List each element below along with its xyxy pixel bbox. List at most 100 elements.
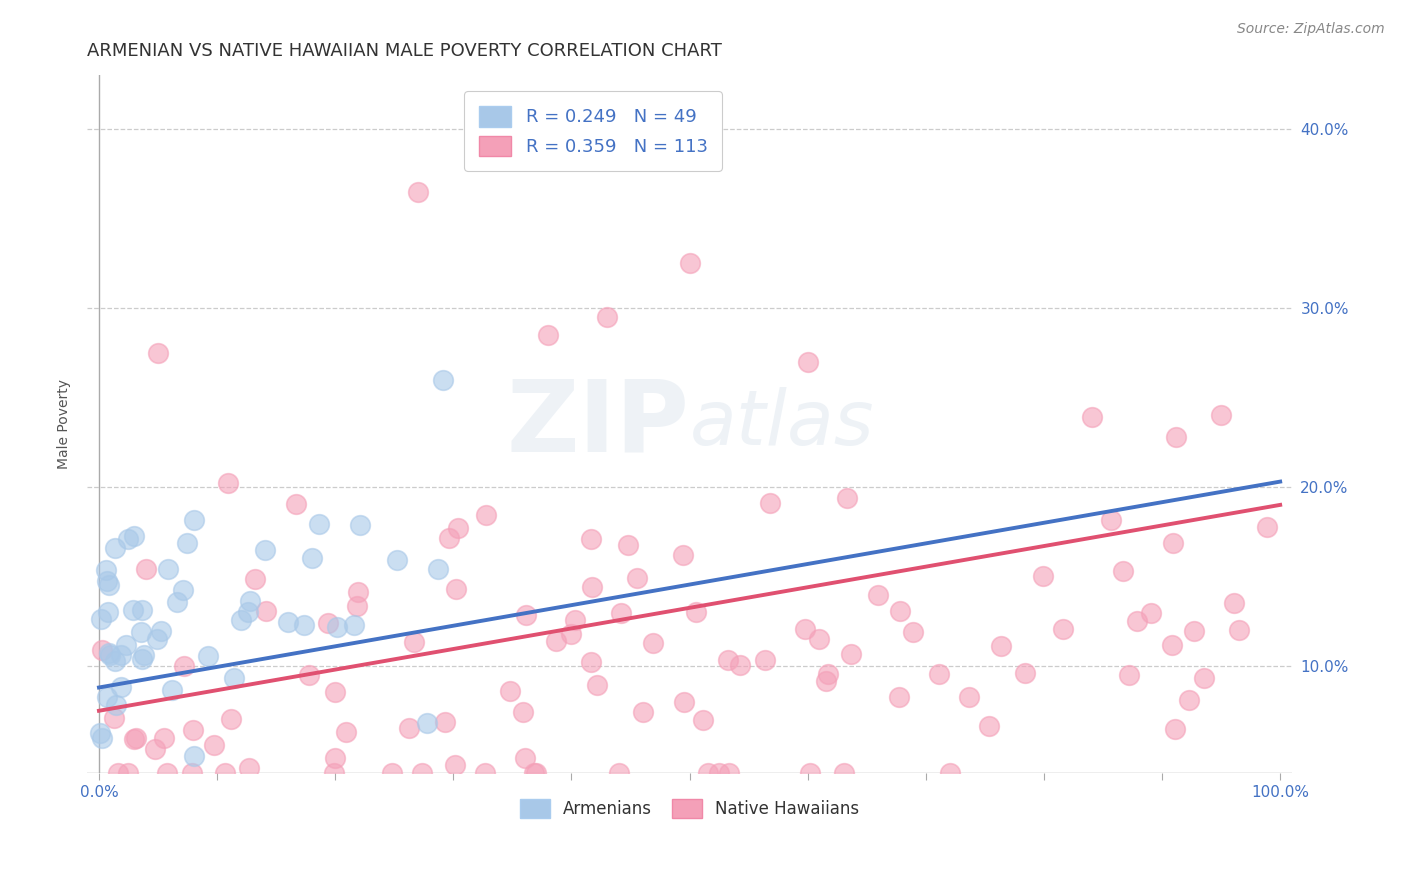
- Point: [794, 622, 817, 636]
- Point: [474, 508, 496, 523]
- Point: [131, 624, 153, 639]
- Point: [132, 648, 155, 662]
- Point: [432, 373, 454, 387]
- Point: [1140, 606, 1163, 620]
- Point: [1192, 671, 1215, 685]
- Point: [94, 563, 117, 577]
- Point: [1182, 624, 1205, 639]
- Point: [284, 496, 307, 510]
- Text: atlas: atlas: [689, 387, 875, 461]
- Point: [98, 648, 121, 662]
- Point: [122, 732, 145, 747]
- Point: [815, 673, 838, 688]
- Point: [928, 666, 950, 681]
- Point: [581, 581, 603, 595]
- Point: [901, 625, 924, 640]
- Point: [512, 705, 534, 719]
- Point: [157, 562, 180, 576]
- Point: [1080, 409, 1102, 424]
- Point: [610, 606, 633, 620]
- Point: [292, 617, 315, 632]
- Point: [524, 766, 547, 780]
- Point: [114, 638, 136, 652]
- Point: [939, 766, 962, 780]
- Point: [110, 680, 132, 694]
- Point: [146, 345, 169, 359]
- Point: [1118, 668, 1140, 682]
- Point: [89, 726, 111, 740]
- Point: [1227, 623, 1250, 637]
- Legend: Armenians, Native Hawaiians: Armenians, Native Hawaiians: [513, 792, 866, 824]
- Point: [513, 751, 536, 765]
- Point: [564, 614, 586, 628]
- Point: [105, 698, 128, 712]
- Point: [326, 620, 349, 634]
- Point: [866, 588, 889, 602]
- Point: [122, 603, 145, 617]
- Point: [103, 711, 125, 725]
- Point: [626, 571, 648, 585]
- Point: [406, 185, 429, 199]
- Point: [1256, 520, 1278, 534]
- Point: [581, 655, 603, 669]
- Point: [1126, 614, 1149, 628]
- Point: [718, 766, 741, 780]
- Point: [183, 748, 205, 763]
- Point: [1014, 665, 1036, 680]
- Point: [243, 573, 266, 587]
- Point: [117, 532, 139, 546]
- Point: [434, 714, 457, 729]
- Point: [474, 766, 496, 780]
- Point: [446, 521, 468, 535]
- Point: [143, 742, 166, 756]
- Point: [1178, 693, 1201, 707]
- Point: [427, 562, 450, 576]
- Point: [150, 624, 173, 639]
- Point: [617, 538, 640, 552]
- Point: [1032, 569, 1054, 583]
- Point: [398, 721, 420, 735]
- Point: [308, 516, 330, 531]
- Point: [219, 712, 242, 726]
- Point: [238, 761, 260, 775]
- Point: [325, 684, 347, 698]
- Point: [96, 574, 118, 589]
- Point: [104, 541, 127, 555]
- Point: [197, 649, 219, 664]
- Point: [183, 513, 205, 527]
- Point: [155, 766, 177, 780]
- Point: [160, 682, 183, 697]
- Point: [349, 518, 371, 533]
- Point: [444, 582, 467, 596]
- Point: [217, 476, 239, 491]
- Point: [335, 724, 357, 739]
- Point: [91, 642, 114, 657]
- Point: [131, 652, 153, 666]
- Point: [837, 491, 859, 505]
- Point: [817, 667, 839, 681]
- Point: [253, 542, 276, 557]
- Point: [889, 690, 911, 704]
- Point: [537, 327, 560, 342]
- Point: [172, 582, 194, 597]
- Point: [97, 646, 120, 660]
- Point: [515, 607, 537, 622]
- Point: [444, 757, 467, 772]
- Point: [90, 731, 112, 745]
- Point: [231, 613, 253, 627]
- Point: [176, 536, 198, 550]
- Point: [180, 766, 202, 780]
- Point: [131, 603, 153, 617]
- Point: [239, 594, 262, 608]
- Point: [579, 532, 602, 546]
- Point: [685, 605, 707, 619]
- Point: [415, 716, 437, 731]
- Point: [643, 636, 665, 650]
- Point: [957, 690, 980, 704]
- Point: [346, 584, 368, 599]
- Point: [1163, 722, 1185, 736]
- Point: [254, 604, 277, 618]
- Point: [889, 604, 911, 618]
- Point: [1052, 622, 1074, 636]
- Point: [796, 354, 818, 368]
